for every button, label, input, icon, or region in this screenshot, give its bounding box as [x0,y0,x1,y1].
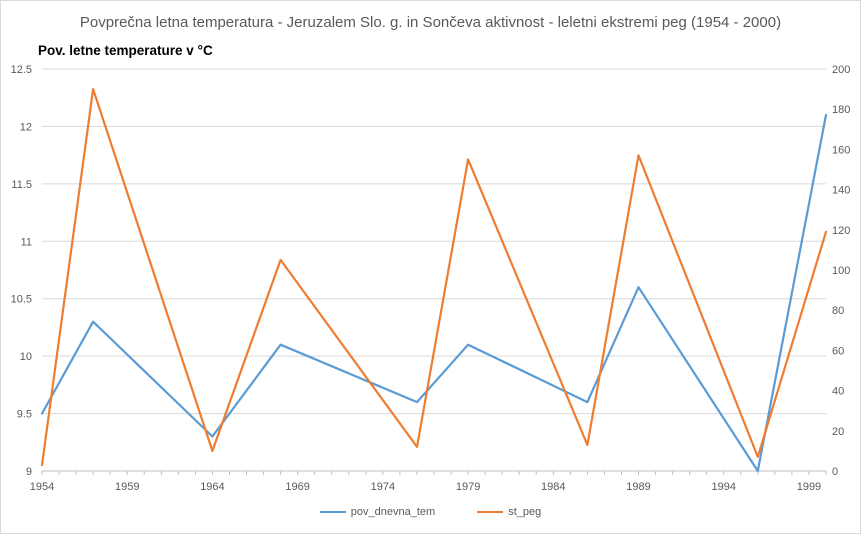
chart-title: Povprečna letna temperatura - Jeruzalem … [79,14,782,31]
x-tick-label: 1994 [711,481,735,493]
data-point-pov_dnevna_tem [637,286,639,288]
y-tick-label: 9 [26,466,32,478]
y-tick-label: 12 [20,121,32,133]
x-tick-label: 1979 [456,481,480,493]
data-point-pov_dnevna_tem [211,435,213,437]
legend-label-temperature: pov_dnevna_tem [350,506,436,518]
data-point-st_peg [416,446,418,448]
x-tick-label: 1984 [541,481,565,493]
y2-tick-label: 120 [832,225,850,237]
data-point-st_peg [280,259,282,261]
y2-tick-label: 80 [832,305,844,317]
data-point-pov_dnevna_tem [280,344,282,346]
data-point-st_peg [92,88,94,90]
legend-item-temperature: pov_dnevna_tem [319,506,436,518]
legend-swatch-temperature [319,511,346,513]
y2-tick-label: 20 [832,426,844,438]
x-tick-label: 1964 [200,481,224,493]
data-point-pov_dnevna_tem [92,321,94,323]
data-point-pov_dnevna_tem [757,470,759,472]
x-tick-label: 1959 [115,481,139,493]
data-point-st_peg [467,158,469,160]
data-point-st_peg [637,154,639,156]
x-tick-label: 1974 [371,481,395,493]
data-point-pov_dnevna_tem [416,401,418,403]
data-point-pov_dnevna_tem [41,412,43,414]
y2-tick-label: 160 [832,144,850,156]
series-line-pov_dnevna_tem [40,113,828,473]
y2-tick-label: 40 [832,386,844,398]
data-point-st_peg [757,456,759,458]
data-point-st_peg [41,464,43,466]
legend-label-sunspots: st_peg [508,506,542,518]
data-point-pov_dnevna_tem [467,344,469,346]
y-tick-label: 12.5 [11,64,32,76]
data-point-pov_dnevna_tem [825,114,827,116]
x-tick-label: 1969 [285,481,309,493]
legend-swatch-sunspots [477,511,504,513]
x-tick-label: 1999 [797,481,821,493]
data-point-pov_dnevna_tem [586,401,588,403]
x-tick-label: 1954 [30,481,54,493]
series-line-st_peg [40,87,828,467]
y2-tick-label: 60 [832,345,844,357]
y2-tick-label: 200 [832,64,850,76]
y-axis-label: Pov. letne temperature v °C [38,43,213,58]
y-tick-label: 10.5 [11,294,32,306]
data-point-st_peg [825,231,827,233]
x-tick-label: 1989 [626,481,650,493]
legend-item-sunspots: st_peg [477,506,541,518]
y2-tick-label: 180 [832,104,850,116]
y-tick-label: 10 [20,351,32,363]
y2-tick-label: 100 [832,265,850,277]
legend: pov_dnevna_tem st_peg [0,506,861,518]
y2-tick-label: 0 [832,466,838,478]
y2-tick-label: 140 [832,185,850,197]
y-tick-label: 11 [21,236,32,248]
data-point-st_peg [586,444,588,446]
y-tick-label: 11.5 [11,179,32,191]
data-point-st_peg [211,450,213,452]
y-tick-label: 9.5 [17,409,32,421]
